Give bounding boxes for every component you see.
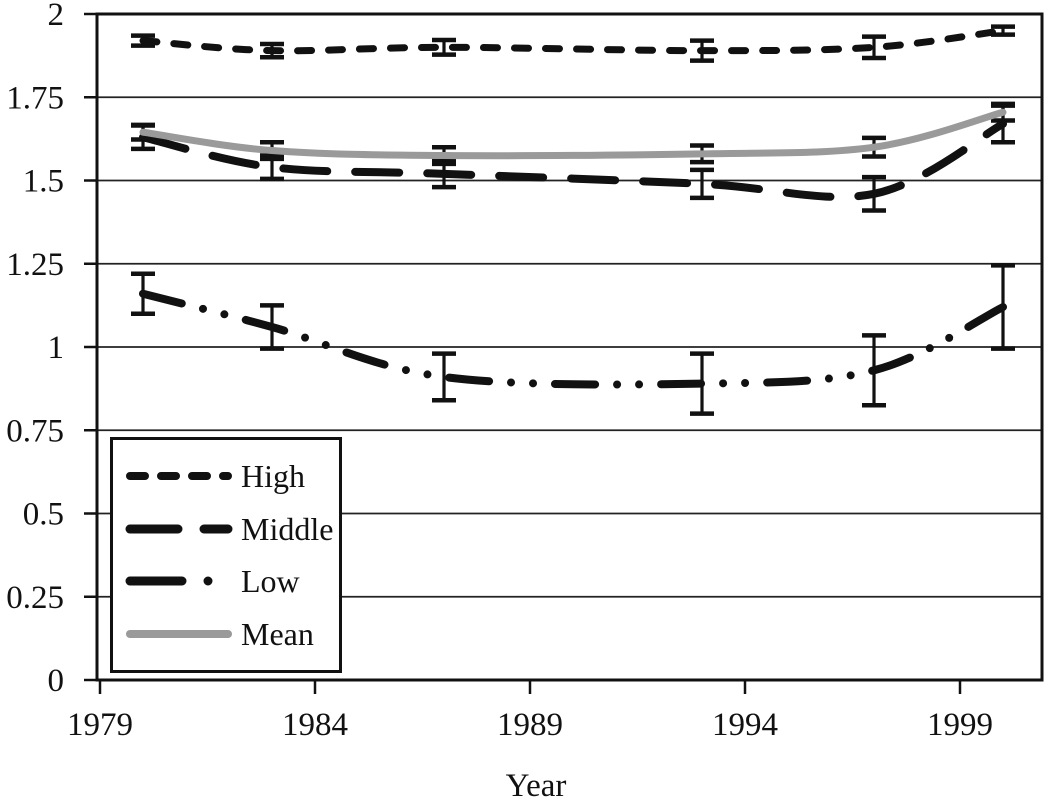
svg-text:1.75: 1.75 <box>6 80 64 116</box>
svg-text:1999: 1999 <box>927 707 993 743</box>
svg-text:2: 2 <box>48 0 65 33</box>
legend-label-mean: Mean <box>241 615 314 652</box>
svg-text:0.75: 0.75 <box>6 413 64 449</box>
legend-item-high: High <box>113 460 339 492</box>
mean-line-sample-icon <box>126 629 232 638</box>
low-line-sample-icon <box>125 576 233 586</box>
svg-text:0.5: 0.5 <box>23 497 64 533</box>
svg-text:1.25: 1.25 <box>6 247 64 283</box>
legend: High Middle Low Mean <box>110 437 342 673</box>
svg-text:0: 0 <box>48 663 65 699</box>
svg-text:1: 1 <box>48 330 65 366</box>
legend-item-low: Low <box>113 565 339 597</box>
legend-item-middle: Middle <box>113 513 339 545</box>
x-axis-title: Year <box>505 768 567 804</box>
svg-text:1979: 1979 <box>67 707 133 743</box>
high-line-sample-icon <box>126 472 232 481</box>
svg-text:1.5: 1.5 <box>23 164 64 200</box>
svg-text:0.25: 0.25 <box>6 580 64 616</box>
svg-text:1989: 1989 <box>497 707 563 743</box>
legend-label-high: High <box>241 458 305 495</box>
middle-line-sample-icon <box>125 524 233 534</box>
legend-item-mean: Mean <box>113 618 339 650</box>
legend-label-low: Low <box>241 563 300 600</box>
legend-label-middle: Middle <box>241 510 334 547</box>
svg-text:1984: 1984 <box>282 707 348 743</box>
svg-text:1994: 1994 <box>712 707 778 743</box>
